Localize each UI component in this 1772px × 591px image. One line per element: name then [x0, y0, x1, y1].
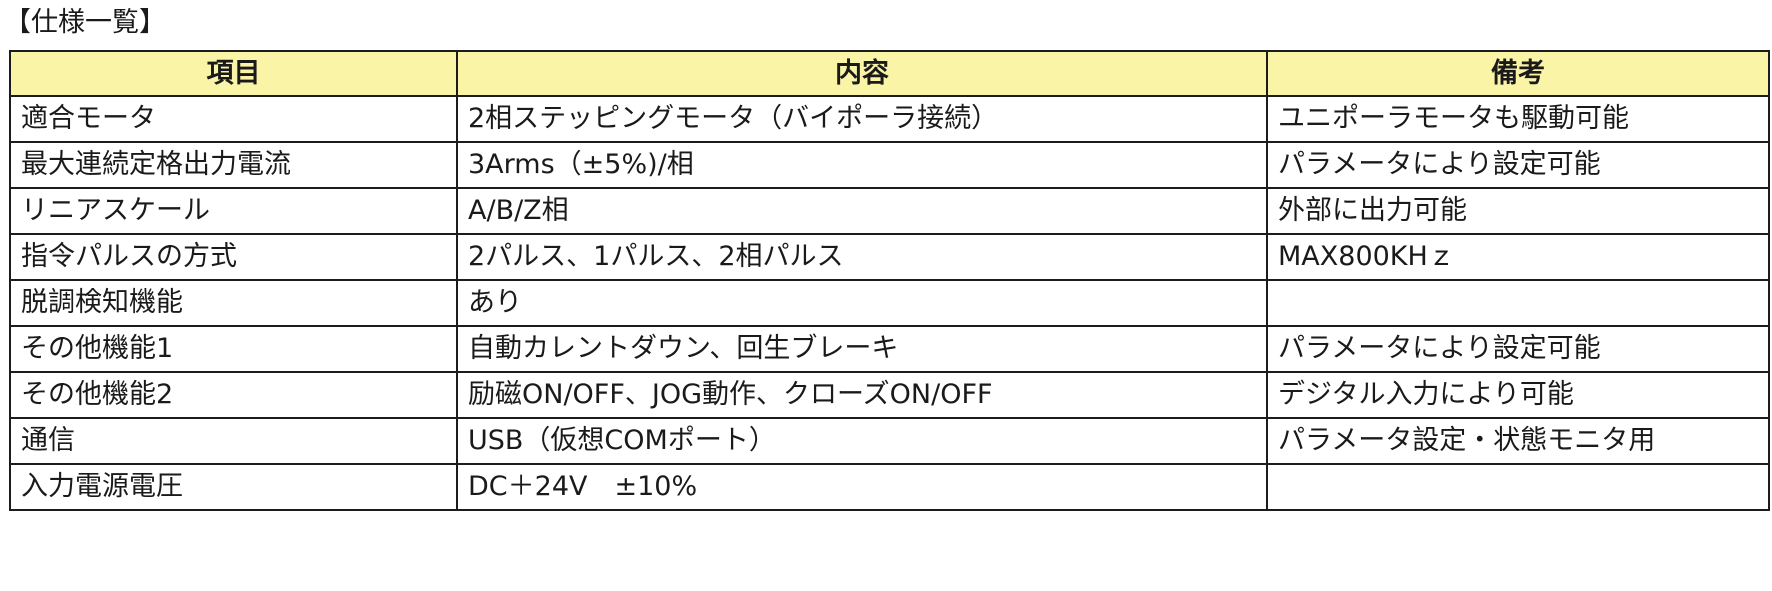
cell-remarks: デジタル入力により可能 [1266, 371, 1770, 419]
table-row: その他機能1 自動カレントダウン、回生ブレーキ パラメータにより設定可能 [9, 325, 1770, 373]
cell-content: DC＋24V ±10% [456, 463, 1268, 511]
cell-item: 指令パルスの方式 [9, 233, 458, 281]
cell-content: 励磁ON/OFF、JOG動作、クローズON/OFF [456, 371, 1268, 419]
header-content: 内容 [456, 50, 1268, 97]
table-header: 項目 内容 備考 [9, 50, 1770, 97]
document-title: 【仕様一覧】 [4, 7, 166, 38]
table-row: リニアスケール A/B/Z相 外部に出力可能 [9, 187, 1770, 235]
table-row: 入力電源電圧 DC＋24V ±10% [9, 463, 1770, 511]
cell-item: その他機能2 [9, 371, 458, 419]
cell-content: 2相ステッピングモータ（バイポーラ接続） [456, 95, 1268, 143]
table-row: 通信 USB（仮想COMポート） パラメータ設定・状態モニタ用 [9, 417, 1770, 465]
cell-content: 2パルス、1パルス、2相パルス [456, 233, 1268, 281]
cell-remarks: パラメータ設定・状態モニタ用 [1266, 417, 1770, 465]
cell-item: 通信 [9, 417, 458, 465]
cell-item: その他機能1 [9, 325, 458, 373]
cell-item: 入力電源電圧 [9, 463, 458, 511]
spec-table: 項目 内容 備考 適合モータ 2相ステッピングモータ（バイポーラ接続） ユニポー… [9, 50, 1770, 511]
table-row: その他機能2 励磁ON/OFF、JOG動作、クローズON/OFF デジタル入力に… [9, 371, 1770, 419]
header-item: 項目 [9, 50, 458, 97]
table-body: 適合モータ 2相ステッピングモータ（バイポーラ接続） ユニポーラモータも駆動可能… [9, 95, 1770, 511]
cell-remarks: ユニポーラモータも駆動可能 [1266, 95, 1770, 143]
cell-item: 最大連続定格出力電流 [9, 141, 458, 189]
cell-item: 脱調検知機能 [9, 279, 458, 327]
cell-remarks: パラメータにより設定可能 [1266, 325, 1770, 373]
table-row: 指令パルスの方式 2パルス、1パルス、2相パルス MAX800KHｚ [9, 233, 1770, 281]
header-row: 項目 内容 備考 [9, 50, 1770, 97]
cell-item: 適合モータ [9, 95, 458, 143]
cell-remarks [1266, 279, 1770, 327]
cell-content: USB（仮想COMポート） [456, 417, 1268, 465]
cell-remarks: MAX800KHｚ [1266, 233, 1770, 281]
cell-content: あり [456, 279, 1268, 327]
table-row: 脱調検知機能 あり [9, 279, 1770, 327]
header-remarks: 備考 [1266, 50, 1770, 97]
table-row: 最大連続定格出力電流 3Arms（±5%)/相 パラメータにより設定可能 [9, 141, 1770, 189]
cell-remarks: パラメータにより設定可能 [1266, 141, 1770, 189]
cell-remarks: 外部に出力可能 [1266, 187, 1770, 235]
cell-item: リニアスケール [9, 187, 458, 235]
cell-content: A/B/Z相 [456, 187, 1268, 235]
cell-remarks [1266, 463, 1770, 511]
cell-content: 3Arms（±5%)/相 [456, 141, 1268, 189]
table-row: 適合モータ 2相ステッピングモータ（バイポーラ接続） ユニポーラモータも駆動可能 [9, 95, 1770, 143]
cell-content: 自動カレントダウン、回生ブレーキ [456, 325, 1268, 373]
